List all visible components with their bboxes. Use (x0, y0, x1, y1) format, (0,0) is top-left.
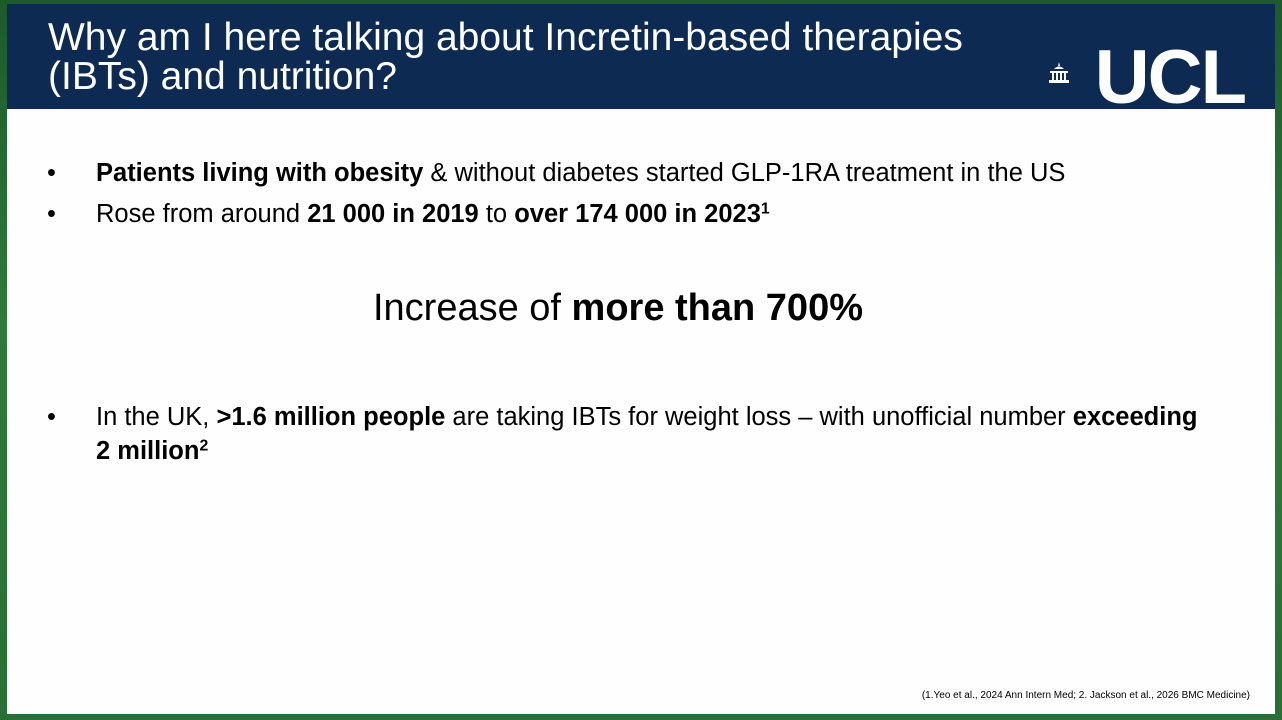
header: Why am I here talking about Incretin-bas… (7, 4, 1275, 116)
footnote: (1.Yeo et al., 2024 Ann Intern Med; 2. J… (921, 690, 1250, 701)
logo: UCL (1094, 35, 1247, 120)
bold-text: exceeding 2 million (96, 403, 1205, 465)
bullet: Patients living with obesity & without d… (47, 156, 1207, 190)
slide: Why am I here talking about Incretin-bas… (7, 4, 1275, 714)
logo-icon (1049, 62, 1069, 83)
bold-text: 2 (199, 437, 209, 455)
bullet: In the UK, >1.6 million people are takin… (47, 400, 1207, 468)
text: Rose from around (96, 200, 308, 228)
bold-text: Patients living with obesity (96, 159, 424, 187)
bold-text: over 174 000 in 2023 (514, 200, 761, 228)
slide-title: Why am I here talking about Incretin-bas… (48, 16, 963, 98)
bullet: Rose from around 21 000 in 2019 to over … (47, 197, 1207, 231)
text: are taking IBTs for weight loss – with u… (445, 403, 1073, 431)
text: & without diabetes started GLP-1RA treat… (423, 159, 1066, 187)
text: Increase of (372, 287, 572, 329)
bullet-list: In the UK, >1.6 million people are takin… (47, 400, 1207, 468)
bullet-list: Patients living with obesity & without d… (47, 156, 1207, 238)
bold-text: 21 000 in 2019 (307, 200, 479, 228)
bold-text: more than 700% (571, 287, 863, 329)
text: In the UK, (96, 403, 217, 431)
bold-text: >1.6 million people (216, 403, 446, 431)
text: to (478, 200, 515, 228)
bold-text: 1 (760, 200, 770, 218)
highlight: Increase of more than 700% (7, 286, 1229, 330)
